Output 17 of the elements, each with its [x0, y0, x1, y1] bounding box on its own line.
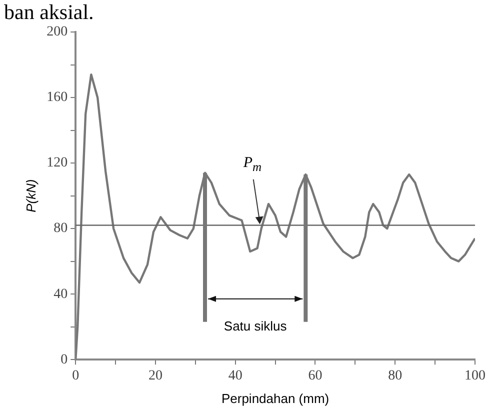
- y-tick-label: 200: [46, 24, 68, 40]
- x-tick-label: 80: [388, 368, 402, 384]
- x-tick-label: 60: [308, 368, 322, 384]
- y-tick-label: 0: [60, 352, 68, 368]
- y-tick-label: 80: [54, 221, 68, 236]
- y-tick-label: 160: [46, 90, 68, 106]
- x-tick-label: 0: [72, 368, 80, 384]
- x-axis-title: Perpindahan (mm): [221, 390, 330, 406]
- ref-line-label: P$_{m}$: [243, 155, 262, 176]
- x-tick-label: 100: [464, 368, 486, 384]
- y-tick-label: 120: [46, 156, 68, 171]
- annotation: Satu siklus: [224, 318, 288, 334]
- x-tick-label: 20: [148, 368, 162, 384]
- y-tick-label: 40: [54, 286, 68, 302]
- x-tick-label: 40: [228, 368, 242, 384]
- y-axis-title: P(kN): [23, 179, 38, 212]
- text: ban aksial.: [4, 0, 94, 25]
